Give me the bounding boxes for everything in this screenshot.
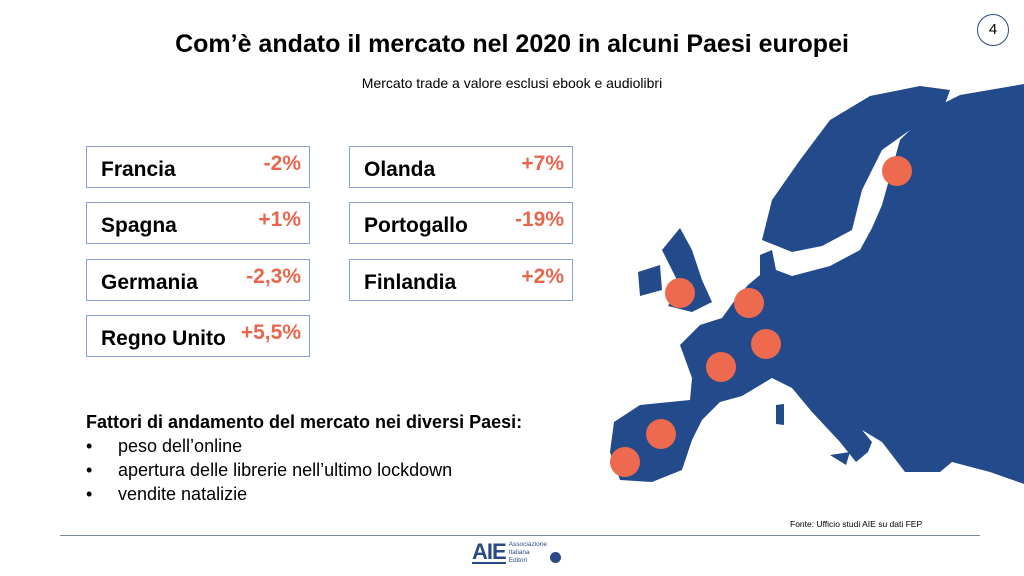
country-name: Francia — [101, 158, 176, 181]
map-dot-olanda — [734, 288, 764, 318]
logo-text: Associazione Italiana Editori — [509, 541, 547, 565]
factor-item: peso dell’online — [86, 434, 522, 458]
country-name: Germania — [101, 271, 198, 294]
country-card-francia: Francia -2% — [86, 146, 310, 188]
slide-title: Com’è andato il mercato nel 2020 in alcu… — [175, 30, 849, 58]
slide-subtitle: Mercato trade a valore esclusi ebook e a… — [361, 75, 663, 91]
country-value: -2,3% — [246, 265, 301, 288]
country-card-germania: Germania -2,3% — [86, 259, 310, 301]
aie-logo: AIE Associazione Italiana Editori — [472, 541, 561, 565]
logo-mark: AIE — [472, 539, 507, 564]
map-sardinia — [776, 404, 784, 425]
map-dot-regno-unito — [665, 278, 695, 308]
factor-item: vendite natalizie — [86, 482, 522, 506]
page-number: 4 — [977, 14, 1009, 46]
map-ireland — [638, 265, 662, 296]
country-value: +7% — [521, 152, 564, 175]
country-card-olanda: Olanda +7% — [349, 146, 573, 188]
map-dot-germania — [751, 329, 781, 359]
logo-line: Editori — [508, 557, 528, 564]
europe-map — [610, 84, 1024, 520]
map-sicily — [830, 452, 850, 465]
map-dot-portogallo — [610, 447, 640, 477]
country-value: -19% — [514, 208, 564, 231]
country-name: Regno Unito — [101, 327, 226, 350]
map-continent — [610, 84, 1024, 520]
footer-divider — [60, 535, 980, 536]
country-card-finlandia: Finlandia +2% — [349, 259, 573, 301]
logo-line: Italiana — [508, 549, 530, 556]
country-card-spagna: Spagna +1% — [86, 202, 310, 244]
factors-list: peso dell’online apertura delle librerie… — [86, 434, 522, 506]
country-name: Spagna — [101, 214, 177, 237]
factors-heading: Fattori di andamento del mercato nei div… — [86, 412, 523, 432]
country-value: -2% — [263, 152, 301, 175]
map-scandinavia — [762, 86, 950, 252]
source-note: Fonte: Ufficio studi AIE su dati FEP — [790, 519, 923, 529]
country-value: +2% — [521, 265, 564, 288]
factors-section: Fattori di andamento del mercato nei div… — [86, 410, 522, 506]
country-card-regno-unito: Regno Unito +5,5% — [86, 315, 310, 357]
country-name: Portogallo — [364, 214, 468, 237]
logo-line: Associazione — [508, 541, 547, 548]
country-card-portogallo: Portogallo -19% — [349, 202, 573, 244]
map-great-britain — [662, 228, 712, 312]
map-dot-finlandia — [882, 156, 912, 186]
country-name: Finlandia — [364, 271, 457, 294]
factor-item: apertura delle librerie nell’ultimo lock… — [86, 458, 522, 482]
map-dot-spagna — [646, 419, 676, 449]
country-value: +1% — [258, 208, 301, 231]
logo-badge-icon — [550, 551, 561, 563]
country-name: Olanda — [364, 158, 436, 181]
country-value: +5,5% — [240, 321, 301, 344]
map-dot-francia — [706, 352, 736, 382]
